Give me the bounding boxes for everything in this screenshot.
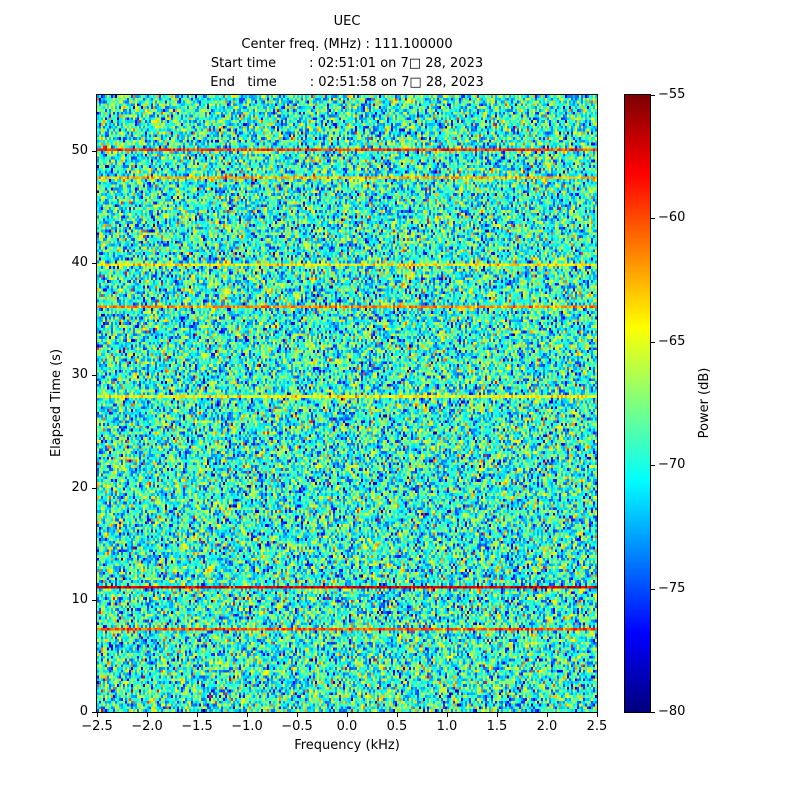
- y-tick-label: 20: [71, 480, 88, 495]
- y-tick-mark: [92, 263, 96, 264]
- colorbar-tick-mark: [651, 589, 655, 590]
- y-tick-mark: [92, 600, 96, 601]
- colorbar-tick-mark: [651, 95, 655, 96]
- y-tick-label: 10: [71, 592, 88, 607]
- x-tick-mark: [347, 713, 348, 717]
- x-tick-mark: [447, 713, 448, 717]
- x-tick-mark: [497, 713, 498, 717]
- y-tick-label: 0: [79, 704, 88, 719]
- colorbar-tick-label: −75: [658, 581, 686, 596]
- colorbar-label: Power (dB): [697, 367, 712, 439]
- colorbar-tick-label: −80: [658, 704, 686, 719]
- y-tick-label: 40: [71, 255, 88, 270]
- x-tick-mark: [297, 713, 298, 717]
- x-tick-label: −2.5: [81, 719, 113, 734]
- spectrogram-heatmap: [97, 95, 597, 712]
- x-tick-mark: [547, 713, 548, 717]
- x-tick-label: −0.5: [281, 719, 313, 734]
- colorbar-tick-label: −70: [658, 457, 686, 472]
- y-tick-label: 30: [71, 367, 88, 382]
- x-tick-mark: [197, 713, 198, 717]
- x-tick-mark: [97, 713, 98, 717]
- colorbar-tick-label: −60: [658, 210, 686, 225]
- x-axis-label: Frequency (kHz): [294, 738, 400, 753]
- subtitle-center-freq: Center freq. (MHz) : 111.100000: [241, 37, 453, 52]
- y-tick-label: 50: [71, 143, 88, 158]
- x-tick-mark: [147, 713, 148, 717]
- x-tick-label: −2.0: [131, 719, 163, 734]
- x-tick-mark: [397, 713, 398, 717]
- x-tick-label: 1.0: [436, 719, 458, 734]
- x-tick-mark: [597, 713, 598, 717]
- x-tick-label: 2.0: [536, 719, 558, 734]
- x-tick-label: 0.0: [336, 719, 358, 734]
- x-tick-mark: [247, 713, 248, 717]
- x-tick-label: 1.5: [486, 719, 508, 734]
- y-tick-mark: [92, 375, 96, 376]
- x-tick-label: −1.0: [231, 719, 263, 734]
- colorbar-tick-mark: [651, 218, 655, 219]
- chart-title: UEC: [333, 14, 361, 29]
- y-tick-mark: [92, 712, 96, 713]
- subtitle-start-time: Start time : 02:51:01 on 7□ 28, 2023: [210, 56, 484, 71]
- y-tick-mark: [92, 151, 96, 152]
- colorbar-tick-label: −65: [658, 334, 686, 349]
- y-axis-label: Elapsed Time (s): [49, 348, 64, 458]
- colorbar-tick-mark: [651, 342, 655, 343]
- colorbar-tick-mark: [651, 465, 655, 466]
- subtitle-end-time: End time : 02:51:58 on 7□ 28, 2023: [210, 75, 484, 90]
- title-block: UEC Center freq. (MHz) : 111.100000 Star…: [97, 14, 597, 94]
- x-tick-label: 2.5: [586, 719, 608, 734]
- colorbar: [625, 95, 650, 712]
- y-tick-mark: [92, 488, 96, 489]
- x-tick-label: 0.5: [386, 719, 408, 734]
- colorbar-tick-label: −55: [658, 87, 686, 102]
- colorbar-tick-mark: [651, 712, 655, 713]
- x-tick-label: −1.5: [181, 719, 213, 734]
